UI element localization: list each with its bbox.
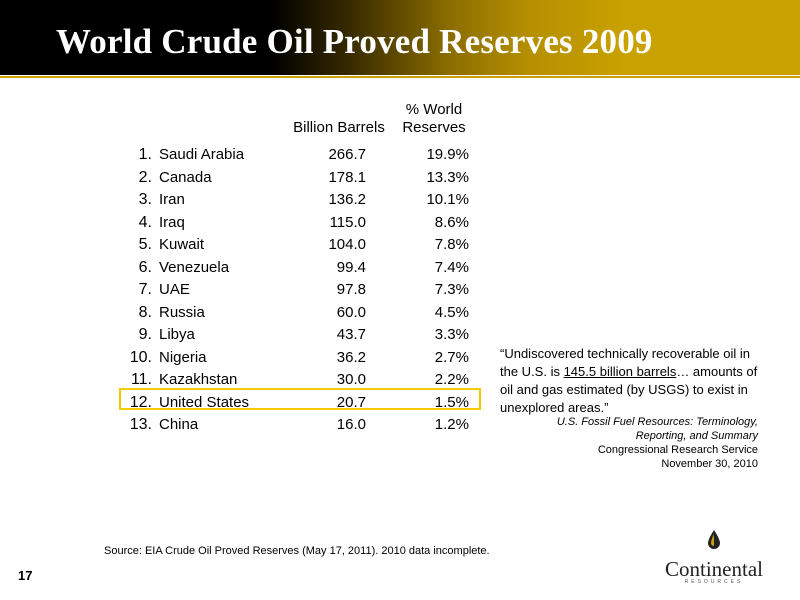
usgs-quote: “Undiscovered technically recoverable oi…	[500, 345, 762, 417]
rank-cell: 11.	[130, 371, 152, 388]
source-note: Source: EIA Crude Oil Proved Reserves (M…	[104, 545, 490, 557]
title-rule	[0, 76, 800, 78]
column-header-barrels: Billion Barrels	[293, 119, 385, 136]
barrels-cell: 60.0	[336, 303, 366, 321]
percent-cell: 2.2%	[434, 371, 469, 388]
quote-text-end: … amounts of oil and gas estimated (by U…	[500, 364, 758, 415]
barrels-cell: 97.8	[336, 281, 366, 298]
table-row: 11. Kazakhstan 30.0 2.2%	[0, 369, 480, 391]
country-cell: China	[159, 416, 199, 433]
percent-cell: 1.2%	[434, 416, 469, 433]
citation-title-line2: Reporting, and Summary	[635, 430, 758, 442]
percent-cell: 4.5%	[434, 303, 469, 321]
oil-drop-icon	[708, 530, 720, 549]
rank-cell: 3.	[138, 191, 152, 208]
country-cell: UAE	[159, 281, 190, 298]
us-highlight-box	[119, 388, 481, 410]
table-row: 13. China 16.0 1.2%	[0, 414, 480, 436]
column-header-world-line1: % World	[405, 101, 463, 118]
title-banner	[0, 0, 800, 75]
rank-cell: 5.	[138, 236, 152, 253]
rank-cell: 13.	[129, 416, 152, 433]
rank-cell: 12.	[129, 393, 152, 411]
barrels-cell: 115.0	[329, 213, 366, 231]
country-cell: Saudi Arabia	[159, 146, 245, 163]
logo-name: Continental	[665, 557, 763, 581]
country-cell: Nigeria	[159, 348, 207, 366]
logo-subtitle: RESOURCES	[684, 579, 744, 585]
country-cell: United States	[159, 393, 250, 411]
column-header-world: % World Reserves	[396, 101, 472, 137]
percent-cell: 3.3%	[434, 326, 469, 343]
table-row: 8. Russia 60.0 4.5%	[0, 302, 480, 324]
percent-cell: 13.3%	[426, 168, 469, 186]
table-row: 10. Nigeria 36.2 2.7%	[0, 347, 480, 369]
citation-title-line1: U.S. Fossil Fuel Resources: Terminology,	[556, 416, 758, 428]
percent-cell: 8.6%	[434, 213, 469, 231]
table-row: 9. Libya 43.7 3.3%	[0, 324, 480, 346]
citation-publisher: Congressional Research Service	[597, 444, 758, 456]
slide-title: World Crude Oil Proved Reserves 2009	[56, 22, 653, 61]
quote-underlined-figure: 145.5 billion barrels	[563, 364, 677, 379]
barrels-cell: 16.0	[336, 416, 366, 433]
rank-cell: 1.	[138, 146, 152, 163]
table-row: 6. Venezuela 99.4 7.4%	[0, 257, 480, 279]
country-cell: Russia	[159, 303, 205, 321]
barrels-cell: 104.0	[328, 236, 366, 253]
barrels-cell: 20.7	[336, 393, 366, 411]
barrels-cell: 30.0	[336, 371, 366, 388]
barrels-cell: 36.2	[336, 348, 366, 366]
country-cell: Kazakhstan	[159, 371, 238, 388]
percent-cell: 7.8%	[434, 236, 469, 253]
rank-cell: 7.	[138, 281, 152, 298]
barrels-cell: 178.1	[328, 168, 366, 186]
table-row: 5. Kuwait 104.0 7.8%	[0, 234, 480, 256]
barrels-cell: 266.7	[328, 146, 366, 163]
barrels-cell: 43.7	[336, 326, 366, 343]
quote-text-start: “Undiscovered technically recoverable oi…	[500, 346, 751, 379]
percent-cell: 10.1%	[426, 191, 469, 208]
table-row: 1. Saudi Arabia 266.7 19.9%	[0, 144, 480, 166]
barrels-cell: 99.4	[336, 258, 366, 276]
country-cell: Kuwait	[159, 236, 205, 253]
percent-cell: 7.4%	[434, 258, 469, 276]
table-row: 3. Iran 136.2 10.1%	[0, 189, 480, 211]
rank-cell: 8.	[138, 303, 152, 321]
table-row: 2. Canada 178.1 13.3%	[0, 167, 480, 189]
percent-cell: 19.9%	[426, 146, 469, 163]
table-row: 4. Iraq 115.0 8.6%	[0, 212, 480, 234]
country-cell: Iran	[159, 191, 185, 208]
citation-date: November 30, 2010	[661, 458, 758, 470]
rank-cell: 10.	[129, 348, 152, 366]
country-cell: Libya	[159, 326, 195, 343]
column-header-world-line2: Reserves	[402, 119, 466, 136]
rank-cell: 2.	[138, 168, 152, 186]
country-cell: Canada	[159, 168, 212, 186]
country-cell: Iraq	[159, 213, 185, 231]
percent-cell: 7.3%	[434, 281, 469, 298]
rank-cell: 6.	[138, 258, 152, 276]
rank-cell: 9.	[138, 326, 152, 343]
country-cell: Venezuela	[159, 258, 230, 276]
barrels-cell: 136.2	[328, 191, 366, 208]
percent-cell: 1.5%	[434, 393, 469, 411]
continental-logo: Continental RESOURCES	[652, 530, 776, 590]
page-number: 17	[18, 568, 33, 583]
table-row: 12. United States 20.7 1.5%	[0, 392, 480, 414]
percent-cell: 2.7%	[434, 348, 469, 366]
rank-cell: 4.	[138, 213, 152, 231]
table-row: 7. UAE 97.8 7.3%	[0, 279, 480, 301]
quote-citation: U.S. Fossil Fuel Resources: Terminology,…	[500, 415, 758, 471]
